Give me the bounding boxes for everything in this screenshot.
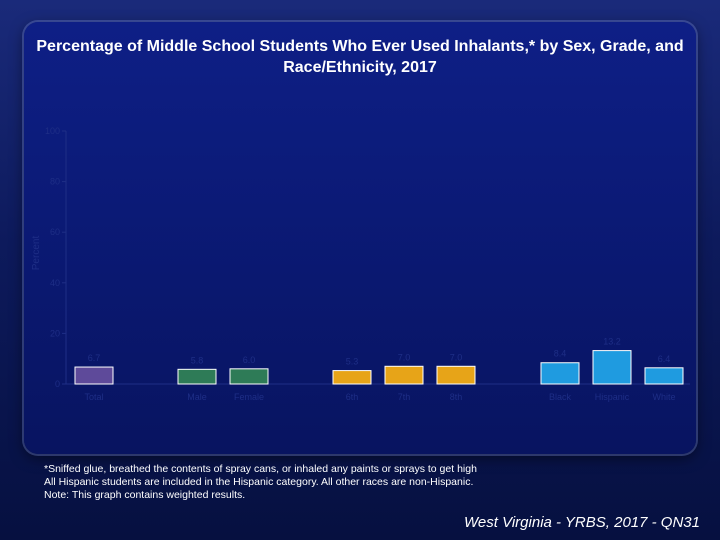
- data-label: 7.0: [450, 352, 463, 362]
- y-tick-label: 40: [50, 278, 60, 288]
- data-label: 8.4: [554, 349, 567, 359]
- bar-8th: [436, 365, 476, 385]
- data-label: 6.0: [243, 355, 256, 365]
- x-tick-label: White: [652, 392, 675, 402]
- footnotes: *Sniffed glue, breathed the contents of …: [44, 463, 477, 502]
- bar-7th: [384, 365, 424, 385]
- y-tick-label: 20: [50, 328, 60, 338]
- x-tick-label: Female: [234, 392, 264, 402]
- data-label: 13.2: [603, 337, 621, 347]
- x-tick-label: 6th: [346, 392, 359, 402]
- x-tick-label: Total: [84, 392, 103, 402]
- x-tick-label: Male: [187, 392, 207, 402]
- footnote-hispanic: All Hispanic students are included in th…: [44, 476, 474, 488]
- y-tick-label: 100: [45, 126, 60, 136]
- y-axis-label: Percent: [31, 236, 42, 271]
- bar-total: [74, 366, 114, 385]
- data-label: 6.4: [658, 354, 671, 364]
- chart-title: Percentage of Middle School Students Who…: [36, 38, 684, 76]
- footnote-definition: *Sniffed glue, breathed the contents of …: [44, 463, 477, 475]
- bar-6th: [332, 370, 372, 385]
- x-tick-label: Black: [549, 392, 572, 402]
- data-label: 7.0: [398, 352, 411, 362]
- x-tick-label: 8th: [450, 392, 463, 402]
- data-label: 6.7: [88, 353, 101, 363]
- x-tick-label: 7th: [398, 392, 411, 402]
- bar-female: [229, 368, 269, 385]
- data-label: 5.3: [346, 357, 359, 367]
- data-label: 5.8: [191, 355, 204, 365]
- bar-black: [540, 362, 580, 385]
- footnote-weighted: Note: This graph contains weighted resul…: [44, 489, 246, 501]
- y-tick-label: 0: [55, 379, 60, 389]
- y-tick-label: 60: [50, 227, 60, 237]
- bar-male: [177, 368, 217, 385]
- source-footer: West Virginia - YRBS, 2017 - QN31: [464, 514, 700, 531]
- y-tick-label: 80: [50, 177, 60, 187]
- bar-white: [644, 367, 684, 385]
- bar-hispanic: [592, 350, 632, 385]
- x-tick-label: Hispanic: [595, 392, 630, 402]
